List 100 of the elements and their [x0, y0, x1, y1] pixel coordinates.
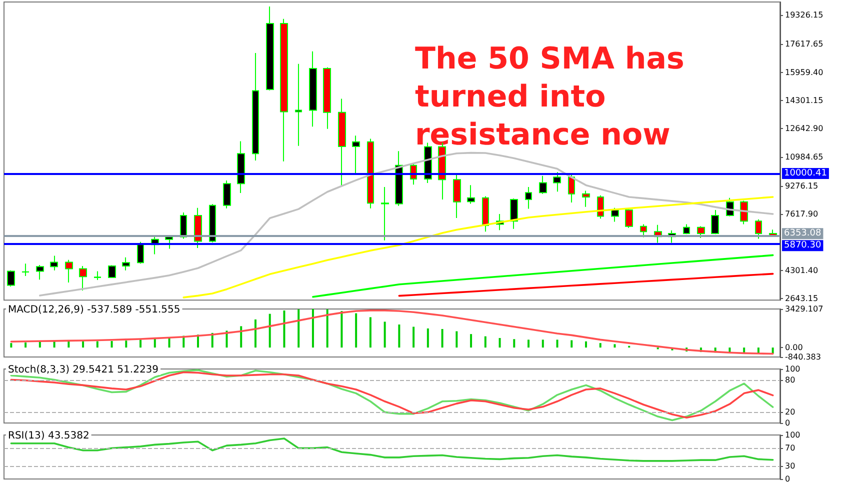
candlestick [568, 174, 575, 204]
y-tick-label: 19326.15 [785, 10, 824, 20]
bar [412, 326, 415, 348]
bar [268, 314, 271, 348]
bar [254, 319, 256, 348]
candlestick [137, 241, 144, 264]
bar [599, 343, 602, 348]
y-tick-label: 2643.15 [785, 294, 818, 303]
y-tick-label: 0 [785, 474, 790, 484]
candlestick [309, 50, 317, 128]
y-tick-label: 12642.90 [785, 124, 824, 134]
candlestick [65, 259, 73, 284]
y-tick-label: 30 [785, 461, 796, 470]
y-tick-label: 70 [785, 444, 796, 453]
candlestick [209, 204, 216, 243]
candlestick [266, 6, 274, 91]
candlestick [352, 135, 360, 174]
y-tick-label: 80 [785, 375, 796, 384]
candlestick [223, 180, 231, 209]
y-tick-label: -840.383 [785, 352, 821, 362]
bar [53, 341, 56, 348]
bar [513, 339, 516, 348]
bar [110, 341, 113, 348]
candlestick [280, 18, 288, 162]
annotation: The 50 SMA has turned into resistance now [415, 42, 695, 152]
chart-title: RSI(13) 43.5382 [8, 430, 90, 442]
bar [585, 341, 587, 348]
y-tick-label: 0.00 [785, 343, 803, 352]
y-tick-label: 3429.107 [785, 304, 824, 314]
bar [298, 309, 300, 348]
y-tick-label: 20 [785, 408, 796, 417]
bar [355, 313, 358, 348]
ref-line-label: 6353.08 [784, 228, 822, 239]
candlestick [108, 264, 116, 278]
candlestick [625, 208, 633, 228]
bar [426, 328, 429, 348]
candlestick [553, 172, 561, 192]
bar [369, 317, 372, 348]
candlestick [36, 264, 44, 280]
y-tick-label: 7617.90 [785, 210, 818, 219]
chart-title: MACD(12,26,9) -537.589 -551.555 [8, 304, 180, 316]
bar [326, 309, 328, 348]
bar [240, 326, 242, 348]
bar [772, 348, 774, 354]
bar [614, 344, 616, 348]
bar [140, 340, 142, 348]
line-series [312, 254, 774, 298]
bar [484, 336, 486, 348]
candlestick [755, 218, 762, 240]
bar [125, 340, 128, 348]
candlestick [237, 140, 245, 194]
candlestick [295, 63, 302, 146]
y-tick-label: 10984.65 [785, 152, 824, 162]
candlestick [165, 236, 173, 250]
candlestick [525, 186, 532, 210]
bar [556, 340, 558, 348]
y-tick-label: 4301.40 [785, 266, 818, 275]
candlestick [395, 150, 403, 206]
bar [398, 324, 400, 348]
candlestick [252, 52, 259, 161]
candlestick [597, 194, 604, 220]
candlestick [122, 256, 130, 271]
bar [38, 342, 41, 348]
bar [68, 341, 70, 348]
candlestick [194, 207, 202, 249]
candlestick [582, 190, 590, 208]
candlestick [683, 224, 690, 235]
candlestick [367, 138, 374, 209]
candlestick [697, 226, 705, 238]
y-tick-label: 100 [785, 364, 800, 374]
bar [542, 340, 544, 348]
candlestick [22, 263, 29, 276]
bar [570, 340, 573, 348]
candlestick [323, 66, 331, 130]
bar [498, 338, 501, 348]
bar [24, 342, 27, 348]
candlestick [482, 196, 489, 232]
candlestick [711, 209, 719, 235]
bar [470, 334, 472, 348]
candlestick [611, 207, 619, 222]
bar [82, 341, 84, 348]
candlestick [381, 186, 389, 241]
line-series [39, 152, 774, 296]
candlestick [740, 200, 748, 225]
bar [283, 310, 286, 348]
candlestick [338, 98, 346, 188]
candlestick [467, 184, 475, 204]
candlestick [640, 224, 647, 238]
y-tick-label: 0 [785, 418, 790, 428]
bar [441, 329, 444, 348]
candlestick [510, 198, 518, 230]
bar [384, 322, 386, 348]
chart-title: Stoch(8,3,3) 29.5421 51.2239 [8, 364, 159, 376]
bar [10, 343, 12, 348]
bar [312, 309, 314, 348]
bar [456, 331, 458, 348]
candlestick [453, 173, 461, 219]
bar [154, 338, 156, 348]
line-series [398, 272, 774, 297]
bar [528, 340, 530, 348]
